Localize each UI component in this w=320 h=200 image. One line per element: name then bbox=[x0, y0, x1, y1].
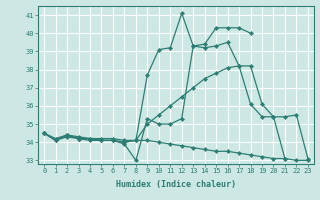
X-axis label: Humidex (Indice chaleur): Humidex (Indice chaleur) bbox=[116, 180, 236, 189]
